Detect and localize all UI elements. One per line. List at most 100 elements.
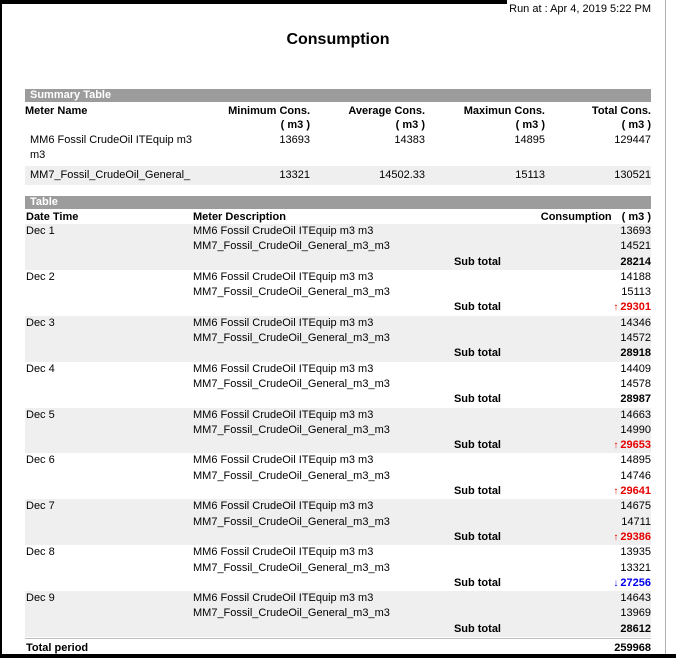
subtotal-row: Sub total ↑ 29641 [25,484,651,499]
meter-consumption-value: 14711 [621,515,651,528]
trend-up-arrow-icon: ↑ [613,302,619,314]
date-block: Dec 8 MM6 Fossil CrudeOil ITEquip m3 m3 13… [25,545,651,591]
meter-description: MM6 Fossil CrudeOil ITEquip m3 m3 [193,500,374,513]
meter-row: MM7_Fossil_CrudeOil_General_m3_m3 14990 [25,423,651,438]
summary-value: 14383 [394,134,425,146]
subtotal-value: ↓ 27256 [613,576,651,589]
subtotal-label: Sub total [453,347,501,360]
summary-meter-name: MM6 Fossil CrudeOil ITEquip m3 m3 [30,134,192,162]
summary-col-minimum-unit: ( m3 ) [280,119,310,131]
subtotal-row: Sub total 28612 [25,622,651,637]
summary-meter-name: MM7_Fossil_CrudeOil_General_ [30,168,191,181]
meter-row: Dec 9 MM6 Fossil CrudeOil ITEquip m3 m3 14… [25,591,651,606]
meter-description: MM7_Fossil_CrudeOil_General_m3_m3 [193,515,390,528]
meter-description: MM6 Fossil CrudeOil ITEquip m3 m3 [193,362,374,375]
date-label: Dec 7 [26,500,55,513]
date-label [25,606,193,621]
date-label [25,561,193,576]
summary-value: 13693 [279,134,310,146]
subtotal-value: 28214 [620,255,651,268]
date-label [25,239,193,254]
subtotal-value: ↑ 29301 [613,301,651,314]
meter-consumption-value: 14895 [620,454,651,467]
subtotal-label: Sub total [453,439,501,452]
meter-description: MM7_Fossil_CrudeOil_General_m3_m3 [193,240,390,253]
subtotal-label: Sub total [453,485,501,498]
date-label: Dec 2 [26,270,55,283]
summary-value: 130521 [614,168,651,181]
date-block: Dec 4 MM6 Fossil CrudeOil ITEquip m3 m3 14… [25,362,651,408]
subtotal-label: Sub total [453,622,501,635]
summary-value: 13321 [279,168,310,181]
meter-row: MM7_Fossil_CrudeOil_General_m3_m3 14572 [25,331,651,346]
subtotal-value: ↑ 29386 [613,530,651,543]
meter-consumption-value: 15113 [621,286,651,299]
meter-row: MM7_Fossil_CrudeOil_General_m3_m3 14578 [25,377,651,392]
meter-description: MM7_Fossil_CrudeOil_General_m3_m3 [193,561,390,574]
subtotal-label: Sub total [453,301,501,314]
summary-section-label: Summary Table [30,89,112,101]
meter-row: MM7_Fossil_CrudeOil_General_m3_m3 13321 [25,561,651,576]
meter-consumption-value: 14409 [620,362,651,375]
summary-table-row: MM7_Fossil_CrudeOil_General_ 13321 14502.3… [25,165,651,185]
date-block: Dec 1 MM6 Fossil CrudeOil ITEquip m3 m3 13… [25,224,651,270]
meter-row: Dec 1 MM6 Fossil CrudeOil ITEquip m3 m3 13… [25,224,651,239]
trend-down-arrow-icon: ↓ [613,577,619,589]
date-label [25,469,193,484]
meter-consumption-value: 13693 [620,225,651,237]
subtotal-label: Sub total [453,530,501,543]
meter-description: MM6 Fossil CrudeOil ITEquip m3 m3 [193,316,374,329]
summary-section: Summary Table Meter Name Minimum Cons. (… [25,89,651,185]
summary-col-average-unit: ( m3 ) [395,119,425,131]
date-label [25,331,193,346]
trend-up-arrow-icon: ↑ [613,440,619,452]
summary-col-maximum: Maximun Cons. ( m3 ) [425,102,545,132]
meter-row: Dec 5 MM6 Fossil CrudeOil ITEquip m3 m3 14… [25,408,651,423]
meter-consumption-value: 14675 [620,500,651,513]
meter-description: MM7_Fossil_CrudeOil_General_m3_m3 [193,377,390,390]
meter-description: MM7_Fossil_CrudeOil_General_m3_m3 [193,469,390,482]
meter-consumption-value: 14643 [620,592,651,605]
summary-value: 15113 [515,168,545,181]
subtotal-row: Sub total 28918 [25,346,651,361]
meter-consumption-value: 14521 [620,240,651,253]
meter-row: MM7_Fossil_CrudeOil_General_m3_m3 15113 [25,285,651,300]
summary-col-minimum: Minimum Cons. ( m3 ) [210,102,310,132]
subtotal-row: Sub total ↑ 29386 [25,530,651,545]
subtotal-row: Sub total ↑ 29653 [25,438,651,453]
detail-section-label: Table [30,196,58,208]
meter-description: MM6 Fossil CrudeOil ITEquip m3 m3 [193,546,374,559]
date-label [25,285,193,300]
date-label: Dec 6 [26,454,55,467]
trend-up-arrow-icon: ↑ [613,531,619,543]
meter-description: MM7_Fossil_CrudeOil_General_m3_m3 [193,286,390,299]
date-label: Dec 3 [26,316,55,329]
meter-row: MM7_Fossil_CrudeOil_General_m3_m3 14746 [25,469,651,484]
meter-description: MM6 Fossil CrudeOil ITEquip m3 m3 [193,454,374,467]
total-period-row: Total period 259968 [25,638,651,656]
summary-section-header: Summary Table [25,89,651,102]
summary-col-maximum-unit: ( m3 ) [515,119,545,131]
summary-table-row: MM6 Fossil CrudeOil ITEquip m3 m3 13693 14… [25,132,651,166]
subtotal-row: Sub total 28987 [25,392,651,407]
meter-row: Dec 6 MM6 Fossil CrudeOil ITEquip m3 m3 14… [25,453,651,468]
detail-col-date-time: Date Time [26,211,79,223]
meter-row: Dec 8 MM6 Fossil CrudeOil ITEquip m3 m3 13… [25,545,651,560]
subtotal-value: ↑ 29641 [613,485,651,498]
meter-row: MM7_Fossil_CrudeOil_General_m3_m3 14711 [25,515,651,530]
detail-col-consumption: Consumption( m3 ) [540,211,651,223]
window-edge-top [0,0,507,4]
detail-col-meter-description: Meter Description [193,211,286,223]
date-label: Dec 1 [26,225,55,237]
summary-table-rows: MM6 Fossil CrudeOil ITEquip m3 m3 13693 14… [25,132,651,185]
date-block: Dec 9 MM6 Fossil CrudeOil ITEquip m3 m3 14… [25,591,651,638]
meter-description: MM6 Fossil CrudeOil ITEquip m3 m3 [193,408,374,421]
meter-row: Dec 2 MM6 Fossil CrudeOil ITEquip m3 m3 14… [25,270,651,285]
meter-description: MM6 Fossil CrudeOil ITEquip m3 m3 [193,225,374,237]
meter-row: MM7_Fossil_CrudeOil_General_m3_m3 13969 [25,606,651,621]
meter-row: Dec 4 MM6 Fossil CrudeOil ITEquip m3 m3 14… [25,362,651,377]
date-block: Dec 2 MM6 Fossil CrudeOil ITEquip m3 m3 14… [25,270,651,316]
run-at-timestamp: Run at : Apr 4, 2019 5:22 PM [509,3,651,15]
meter-consumption-value: 14572 [620,332,651,345]
